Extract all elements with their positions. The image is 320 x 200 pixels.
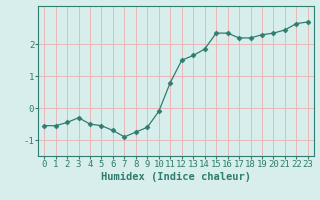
X-axis label: Humidex (Indice chaleur): Humidex (Indice chaleur) <box>101 172 251 182</box>
